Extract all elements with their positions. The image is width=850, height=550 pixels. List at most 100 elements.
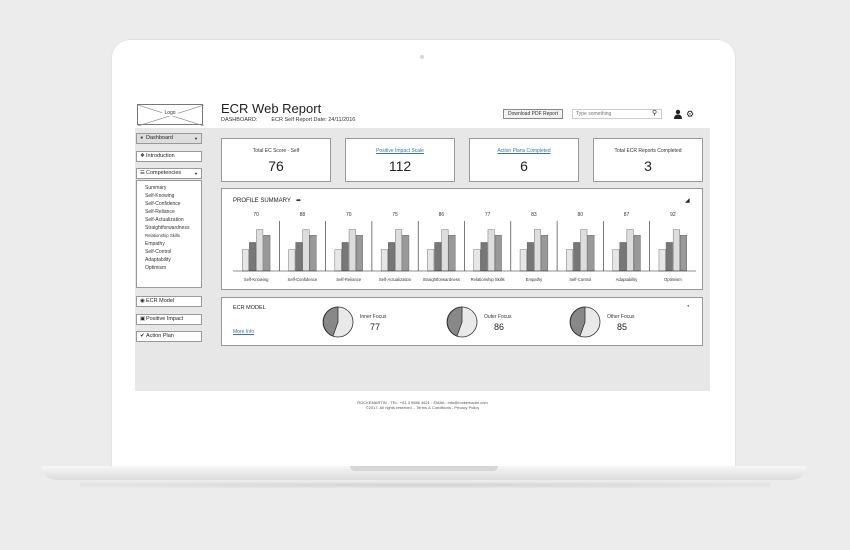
category-label: Optimism	[664, 277, 682, 282]
score-label: 83	[531, 212, 537, 218]
search-input[interactable]	[572, 109, 662, 119]
outer-focus-pie	[446, 306, 478, 338]
sidebar-item-dashboard[interactable]: ◕ Dashboard ▼	[136, 133, 202, 144]
category-label: Self-Control	[569, 277, 591, 282]
report-subtitle: DASHBOARD: ECR Self Report Date: 24/11/20…	[221, 117, 355, 123]
profile-summary-title: PROFILE SUMMARY	[233, 198, 291, 204]
laptop-notch	[350, 466, 498, 471]
chart-bar	[633, 235, 641, 272]
chart-bar	[519, 249, 527, 272]
action-plans-link[interactable]: Action Plans Completed	[497, 148, 551, 154]
footer-contact: ROCKEMARTIN - TEL: +61 3 9886 4821 - EMA…	[357, 400, 488, 405]
chart-bar	[441, 229, 449, 272]
chart-bar	[288, 249, 296, 272]
competency-item[interactable]: Empathy	[145, 241, 165, 247]
gear-icon[interactable]: ⚙	[686, 109, 695, 119]
score-label: 70	[346, 212, 352, 218]
other-focus-pie	[569, 306, 601, 338]
chart-bar	[395, 229, 403, 272]
sidebar-item-competencies[interactable]: ☰Competencies ▼	[136, 168, 202, 179]
chart-bar	[680, 235, 687, 272]
competency-item[interactable]: Straightforwardness	[145, 225, 190, 231]
chart-bar	[295, 242, 303, 272]
focus-value: 86	[494, 322, 505, 332]
sidebar-item-action-plan[interactable]: ✔Action Plan	[136, 331, 202, 342]
focus-label: Outer Focus	[484, 314, 512, 320]
score-label: 92	[670, 212, 676, 218]
chart-bar	[487, 229, 495, 272]
download-pdf-button[interactable]: Download PDF Report	[503, 109, 564, 119]
competency-item[interactable]: Self-Control	[145, 249, 172, 255]
sidebar-item-introduction[interactable]: ❖Introduction	[136, 151, 202, 162]
score-label: 75	[392, 212, 398, 218]
chart-bar	[348, 229, 356, 272]
sidebar-item-label: Action Plan	[146, 333, 174, 339]
chart-bar	[427, 249, 435, 272]
square-icon: ▣	[140, 316, 146, 322]
chart-bar	[534, 229, 541, 272]
chart-bar	[665, 242, 673, 272]
kpi-value: 6	[520, 158, 528, 174]
chart-bar	[242, 249, 249, 272]
logo[interactable]: Logo	[137, 104, 204, 126]
chart-bar	[612, 249, 620, 272]
kpi-value: 76	[268, 158, 284, 174]
focus-value: 77	[370, 322, 381, 332]
chart-bar	[480, 242, 488, 272]
chart-bar	[256, 229, 264, 272]
sidebar-item-positive-impact[interactable]: ▣Positive Impact	[136, 314, 202, 325]
search-icon[interactable]: ⚲	[652, 110, 658, 117]
positive-impact-link[interactable]: Positive Impact Scale	[376, 148, 424, 154]
chart-bar	[434, 242, 442, 272]
competency-item[interactable]: Summary	[145, 185, 167, 191]
chart-bar	[380, 249, 388, 272]
chart-bar	[541, 235, 549, 272]
score-label: 86	[439, 212, 445, 218]
competency-item[interactable]: Adaptability	[145, 257, 171, 263]
category-label: Relationship Skills	[471, 277, 505, 282]
category-label: Adaptability	[616, 277, 639, 282]
sidebar-item-ecr-model[interactable]: ◉ECR Model	[136, 296, 202, 307]
competency-item[interactable]: Self-Knowing	[145, 193, 175, 199]
competency-item[interactable]: Relationship Skills	[145, 233, 180, 238]
competency-item[interactable]: Optimism	[145, 265, 167, 271]
pie-chart-icon[interactable]: ◔	[686, 304, 690, 310]
kpi-card-reports-completed: Total ECR Reports Completed 3	[593, 138, 703, 182]
user-icon[interactable]	[674, 109, 682, 119]
header: Logo ECR Web Report DASHBOARD: ECR Self R…	[135, 95, 710, 128]
more-info-link[interactable]: More Info	[233, 329, 255, 335]
ecr-model-panel: ECR MODEL More Info ◔ Inner Focus 77 Out…	[221, 297, 703, 346]
competency-list: Summary Self-Knowing Self-Confidence Sel…	[136, 180, 202, 288]
competency-item[interactable]: Self-Reliance	[145, 209, 175, 215]
kpi-value: 112	[388, 158, 412, 174]
kpi-card-positive-impact: Positive Impact Scale 112	[345, 138, 455, 182]
sidebar-item-label: Dashboard	[146, 135, 173, 141]
kpi-card-action-plans: Action Plans Completed 6	[469, 138, 579, 182]
footer-legal: ©2017. All rights reserved. - Terms & Co…	[365, 405, 480, 410]
category-label: Self-Reliance	[336, 277, 362, 282]
camera-dot	[420, 55, 424, 59]
chart-bar	[580, 229, 588, 272]
share-icon[interactable]: ➦	[296, 198, 302, 204]
category-label: Self-Confidence	[288, 277, 318, 282]
page-title: ECR Web Report	[221, 101, 322, 116]
chart-bar	[573, 242, 581, 272]
focus-label: Other Focus	[607, 314, 635, 320]
report-date: ECR Self Report Date: 24/11/2016	[271, 117, 356, 123]
competency-item[interactable]: Self-Confidence	[145, 201, 181, 207]
kpi-value: 3	[644, 158, 652, 174]
chart-bar	[448, 235, 456, 272]
chart-bar	[566, 249, 574, 272]
screen: Logo ECR Web Report DASHBOARD: ECR Self R…	[135, 95, 710, 425]
chart-icon[interactable]: ◢	[685, 198, 690, 204]
chart-bar	[494, 235, 502, 272]
chart-bar	[302, 229, 310, 272]
score-label: 80	[577, 212, 583, 218]
chart-bar	[587, 235, 595, 272]
list-icon: ☰	[140, 170, 145, 176]
laptop-base	[42, 466, 806, 480]
chart-bar	[309, 235, 317, 272]
competency-item[interactable]: Self-Actualization	[145, 217, 184, 223]
chart-bar	[341, 242, 349, 272]
laptop-shadow	[80, 482, 770, 488]
